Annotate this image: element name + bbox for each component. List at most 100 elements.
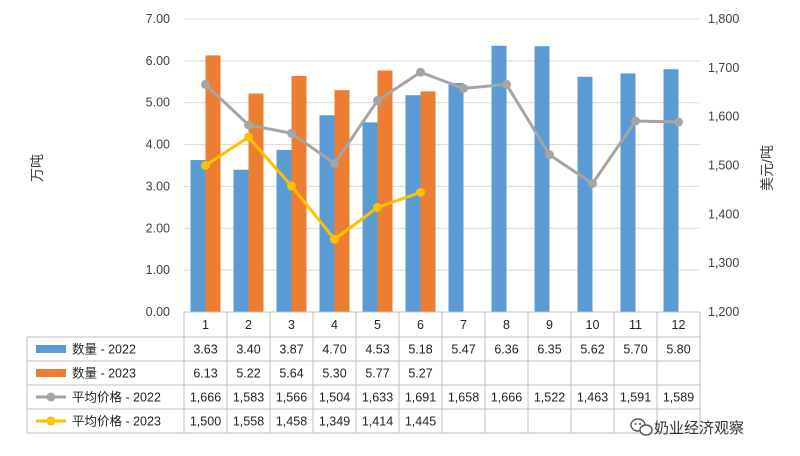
category-label: 1 xyxy=(202,318,209,332)
y2-tick-label: 1,400 xyxy=(708,207,739,221)
data-label: 5.77 xyxy=(365,367,389,381)
y-axis-left: 0.00 1.00 2.00 3.00 4.00 5.00 6.00 7.00 xyxy=(146,12,170,319)
wechat-icon xyxy=(630,418,653,436)
y-tick-label: 5.00 xyxy=(146,96,170,110)
data-label: 1,589 xyxy=(663,391,694,405)
y-tick-label: 1.00 xyxy=(146,263,170,277)
data-label: 6.35 xyxy=(537,343,561,357)
category-label: 3 xyxy=(288,318,295,332)
data-point xyxy=(545,150,554,160)
data-label: 5.27 xyxy=(408,367,432,381)
bar xyxy=(276,150,292,312)
data-label: 1,633 xyxy=(362,391,393,405)
bar xyxy=(534,46,550,312)
gridlines xyxy=(184,18,700,313)
y2-tick-label: 1,600 xyxy=(708,110,739,124)
lines xyxy=(201,67,683,244)
data-point xyxy=(416,187,425,197)
data-label: 1,504 xyxy=(319,391,350,405)
bars xyxy=(190,45,679,313)
data-label: 3.40 xyxy=(236,343,260,357)
data-label: 1,583 xyxy=(233,391,264,405)
y-tick-label: 6.00 xyxy=(146,54,170,68)
data-label: 5.47 xyxy=(451,343,475,357)
data-label: 3.87 xyxy=(279,343,303,357)
legend-key xyxy=(36,369,66,377)
data-label: 6.36 xyxy=(494,343,518,357)
category-label: 4 xyxy=(331,318,338,332)
y2-tick-label: 1,500 xyxy=(708,159,739,173)
bar xyxy=(205,55,221,313)
bar xyxy=(334,90,350,313)
data-label: 1,445 xyxy=(405,415,436,429)
bar xyxy=(577,76,593,313)
data-point xyxy=(502,79,511,89)
bar xyxy=(233,169,249,312)
data-label: 5.62 xyxy=(580,343,604,357)
data-label: 4.53 xyxy=(365,343,389,357)
data-label: 1,591 xyxy=(620,391,651,405)
data-label: 5.70 xyxy=(623,343,647,357)
y-tick-label: 2.00 xyxy=(146,221,170,235)
bar xyxy=(362,122,378,312)
y2-tick-label: 1,200 xyxy=(708,305,739,319)
data-point xyxy=(201,161,210,170)
data-point xyxy=(287,128,296,138)
data-point xyxy=(373,202,382,212)
data-point xyxy=(373,96,382,106)
category-label: 5 xyxy=(374,318,381,332)
legend-label: 数量 - 2022 xyxy=(72,342,136,357)
y-axis-label: 万吨 xyxy=(29,154,45,182)
y2-tick-label: 1,300 xyxy=(708,256,739,270)
legend-label: 数量 - 2023 xyxy=(72,366,136,381)
data-label: 1,566 xyxy=(276,391,307,405)
bar xyxy=(620,73,636,313)
category-label: 12 xyxy=(672,318,686,332)
category-label: 10 xyxy=(586,318,600,332)
bar xyxy=(190,160,206,312)
data-label: 1,522 xyxy=(534,391,565,405)
y-tick-label: 4.00 xyxy=(146,138,170,152)
data-point xyxy=(459,83,468,93)
data-label: 1,691 xyxy=(405,391,436,405)
bar xyxy=(377,70,393,312)
category-label: 8 xyxy=(503,318,510,332)
y2-tick-label: 1,800 xyxy=(708,12,739,26)
y-tick-label: 0.00 xyxy=(146,305,170,319)
data-label: 1,463 xyxy=(577,391,608,405)
legend-label: 平均价格 - 2022 xyxy=(72,390,161,405)
y-tick-label: 3.00 xyxy=(146,179,170,193)
bar xyxy=(448,83,464,312)
bar xyxy=(405,95,421,313)
data-point xyxy=(287,181,296,191)
y2-tick-label: 1,700 xyxy=(708,61,739,75)
data-label: 6.13 xyxy=(193,367,217,381)
data-label: 1,666 xyxy=(491,391,522,405)
data-point xyxy=(330,234,339,244)
legend-label: 平均价格 - 2023 xyxy=(72,414,161,429)
bar xyxy=(491,45,507,312)
data-label: 4.70 xyxy=(322,343,346,357)
category-label: 6 xyxy=(417,318,424,332)
data-point xyxy=(244,132,253,142)
bar xyxy=(663,69,679,312)
data-label: 5.18 xyxy=(408,343,432,357)
series-line xyxy=(204,135,421,241)
data-label: 5.22 xyxy=(236,367,260,381)
category-label: 7 xyxy=(460,318,467,332)
legend-key xyxy=(46,392,56,402)
category-label: 11 xyxy=(629,318,642,332)
legend-key xyxy=(36,345,66,353)
category-label: 9 xyxy=(546,318,553,332)
y-axis-right: 1,200 1,300 1,400 1,500 1,600 1,700 1,800 xyxy=(708,12,739,319)
data-label: 1,666 xyxy=(190,391,221,405)
data-label: 1,414 xyxy=(362,415,393,429)
bar xyxy=(319,115,335,313)
data-point xyxy=(416,67,425,77)
data-label: 5.30 xyxy=(322,367,346,381)
y-tick-label: 7.00 xyxy=(146,12,170,26)
data-label: 5.80 xyxy=(666,343,690,357)
bar xyxy=(420,91,436,312)
data-label: 1,458 xyxy=(276,415,307,429)
